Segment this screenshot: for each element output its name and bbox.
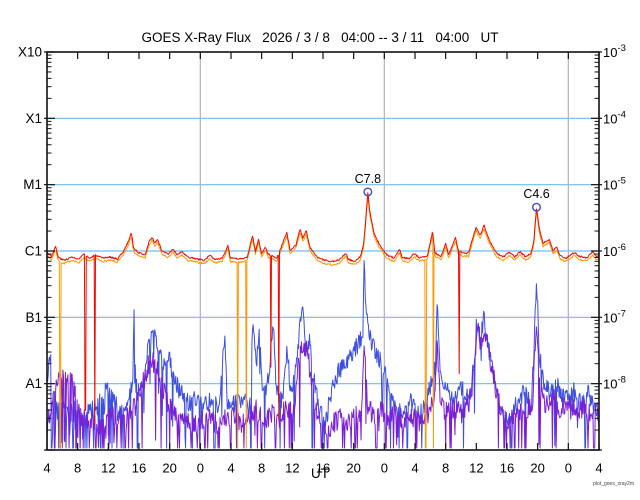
hour-label: 16 [316, 461, 330, 476]
flux-power-label: 10-6 [603, 242, 626, 259]
flux-power-label: 10-3 [603, 43, 626, 60]
hour-label: 4 [227, 461, 234, 476]
flux-power-label: 10-8 [603, 375, 626, 392]
chart-title: GOES X-Ray Flux 2026 / 3 / 8 04:00 -- 3 … [141, 30, 499, 45]
flux-power-base: 10 [603, 310, 617, 325]
hour-label: 20 [162, 461, 176, 476]
hour-label: 20 [346, 461, 360, 476]
hour-label: 12 [285, 461, 299, 476]
flare-peak-marker [363, 187, 373, 197]
flux-power-label: 10-7 [603, 308, 626, 325]
hour-label: 12 [469, 461, 483, 476]
plot-credit-label: plot_goes_xray2m [593, 481, 634, 487]
hour-label: 4 [411, 461, 418, 476]
flux-power-exponent: -3 [617, 43, 625, 54]
flux-power-base: 10 [603, 244, 617, 259]
hour-label: 16 [500, 461, 514, 476]
hour-label: 0 [565, 461, 572, 476]
flare-annotation: C7.8 [355, 172, 381, 186]
flare-class-label: C1 [25, 244, 42, 259]
flare-class-label: B1 [25, 310, 42, 325]
hour-label: 8 [442, 461, 449, 476]
flux-power-label: 10-4 [603, 109, 626, 126]
flux-power-exponent: -7 [617, 308, 625, 319]
flare-class-label: X10 [18, 45, 42, 60]
series-goes-short-secondary [47, 322, 599, 449]
flux-power-base: 10 [603, 377, 617, 392]
flux-power-exponent: -8 [617, 375, 625, 386]
flux-power-label: 10-5 [603, 176, 626, 193]
flux-power-base: 10 [603, 45, 617, 60]
flux-power-exponent: -5 [617, 176, 625, 187]
hour-label: 20 [530, 461, 544, 476]
flare-class-label: X1 [25, 111, 42, 126]
flare-class-label: M1 [23, 177, 42, 192]
series-group [47, 192, 599, 449]
hour-label: 16 [132, 461, 146, 476]
hour-label: 0 [197, 461, 204, 476]
series-goes-long-primary [47, 192, 599, 424]
hour-label: 8 [258, 461, 265, 476]
flare-class-label: A1 [25, 376, 42, 391]
flux-power-base: 10 [603, 178, 617, 193]
flux-power-exponent: -4 [617, 109, 625, 120]
hour-label: 0 [381, 461, 388, 476]
series-goes-long-secondary [47, 195, 599, 449]
flux-power-exponent: -6 [617, 242, 625, 253]
x-axis-title: UT [311, 466, 329, 481]
hour-label: 4 [595, 461, 602, 476]
flare-annotation: C4.6 [523, 187, 549, 201]
flux-power-base: 10 [603, 111, 617, 126]
hour-label: 12 [101, 461, 115, 476]
hour-label: 4 [43, 461, 50, 476]
hour-label: 8 [74, 461, 81, 476]
flare-peak-marker [532, 202, 542, 212]
